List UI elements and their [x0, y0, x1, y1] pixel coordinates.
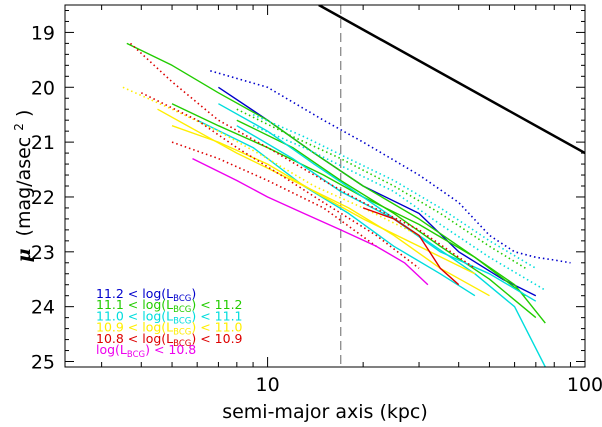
legend-subscript: BCG: [173, 294, 191, 304]
y-tick-label: 22: [31, 187, 55, 209]
plot-area: [122, 5, 585, 367]
series-line-16: [362, 207, 460, 286]
series-line-4: [236, 119, 537, 319]
legend-text-tail: ): [191, 286, 196, 301]
y-axis-unit-superscript: 2: [12, 123, 26, 131]
legend-subscript: BCG: [173, 316, 191, 326]
legend-entry-2: 11.0 < log(LBCG) < 11.1: [96, 308, 243, 326]
series-line-8: [196, 119, 476, 297]
series-line-6: [218, 103, 546, 367]
legend-text-tail: ) < 11.2: [191, 297, 242, 312]
legend-text: 10.8 < log(L: [96, 331, 173, 346]
x-tick-label: 100: [567, 374, 602, 396]
y-tick-label: 19: [31, 22, 55, 44]
y-tick-label: 21: [31, 132, 55, 154]
legend-text-tail: ) < 11.0: [191, 320, 242, 335]
y-axis-symbol: μ: [13, 248, 35, 262]
series-line-17: [171, 141, 377, 247]
legend-text-tail: ) < 10.9: [191, 331, 242, 346]
legend-text: 10.9 < log(L: [96, 320, 173, 335]
axis-ticks: 19 20 21 22 23 24 25 10 100: [31, 5, 602, 396]
legend-text: 11.1 < log(L: [96, 297, 173, 312]
y-axis-unit-close: ): [13, 110, 35, 117]
series-line-15: [140, 92, 420, 269]
y-tick-label: 24: [31, 297, 55, 319]
x-tick-label: 10: [255, 374, 279, 396]
legend-text: 11.0 < log(L: [96, 308, 173, 323]
legend-subscript: BCG: [173, 339, 191, 349]
legend-entry-1: 11.1 < log(LBCG) < 11.2: [96, 297, 243, 315]
legend-entry-5: log(LBCG) < 10.8: [96, 342, 196, 360]
y-tick-label: 23: [31, 242, 55, 264]
y-tick-label: 20: [31, 77, 55, 99]
y-axis-label: μ (mag/asec 2 ): [12, 110, 35, 263]
legend-text: log(L: [96, 342, 127, 357]
legend-text: 11.2 < log(L: [96, 286, 173, 301]
legend-entry-3: 10.9 < log(LBCG) < 11.0: [96, 320, 243, 338]
legend-text-tail: ) < 10.8: [145, 342, 196, 357]
series-line-18: [192, 157, 429, 286]
legend: 11.2 < log(LBCG)11.1 < log(LBCG) < 11.21…: [96, 286, 243, 360]
y-axis-unit: (mag/asec: [13, 137, 35, 237]
x-axis-label: semi-major axis (kpc): [222, 401, 428, 423]
series-line-10: [252, 124, 546, 291]
series-line-2: [126, 42, 546, 324]
reference-line-1: [318, 5, 585, 155]
series-line-3: [171, 103, 527, 297]
legend-subscript: BCG: [173, 305, 191, 315]
y-tick-label: 25: [31, 352, 55, 374]
legend-subscript: BCG: [127, 350, 145, 360]
series-line-12: [157, 108, 490, 297]
series-line-11: [171, 125, 476, 275]
legend-entry-0: 11.2 < log(LBCG): [96, 286, 196, 304]
series-line-9: [252, 113, 537, 269]
legend-subscript: BCG: [173, 328, 191, 338]
legend-entry-4: 10.8 < log(LBCG) < 10.9: [96, 331, 243, 349]
legend-text-tail: ) < 11.1: [191, 308, 242, 323]
